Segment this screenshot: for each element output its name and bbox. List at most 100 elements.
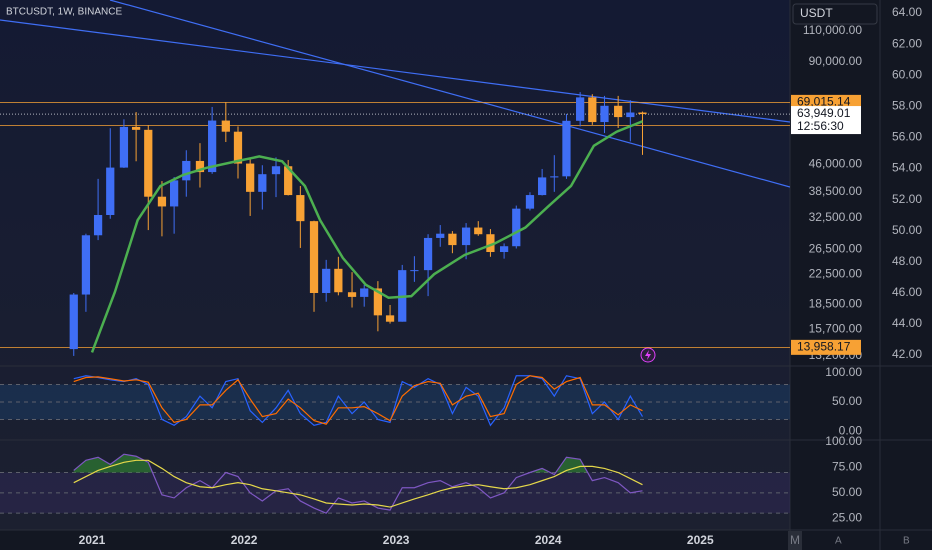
candle-body	[423, 237, 433, 271]
y2-tick-label: 56.00	[892, 130, 922, 144]
candle-body	[309, 221, 319, 293]
x-tick-label: 2024	[535, 533, 562, 547]
time-cut-box	[788, 531, 802, 550]
x-tick-label: 2023	[383, 533, 410, 547]
x-tick-label: 2022	[231, 533, 258, 547]
y-tick-label: 75.00	[832, 460, 862, 474]
candle-body	[106, 167, 115, 216]
axis-background	[790, 0, 932, 550]
y2-tick-label: 48.00	[892, 254, 922, 268]
candle-body	[626, 112, 635, 118]
indicator-line	[73, 459, 643, 508]
candle-body	[373, 288, 383, 316]
candle-body	[474, 227, 483, 235]
candle-body	[170, 180, 179, 207]
candle-body	[258, 174, 267, 192]
candle-body	[461, 227, 471, 246]
last-price-label: 63,949.01	[797, 106, 851, 120]
candle-body	[93, 215, 103, 236]
y2-tick-label: 62.00	[892, 36, 922, 50]
y-tick-label: 38,500.00	[809, 184, 863, 198]
candle-body	[525, 195, 535, 209]
event-icon-bolt	[645, 350, 651, 360]
candle-body	[271, 166, 281, 175]
candle-body	[233, 131, 243, 164]
candle-body	[385, 315, 395, 322]
candle-body	[600, 105, 609, 123]
y-tick-label: 110,000.00	[803, 23, 862, 37]
y-tick-label: 15,700.00	[809, 321, 863, 335]
candle-body	[347, 292, 357, 297]
overbought-area	[73, 454, 643, 473]
candle-body	[499, 246, 509, 253]
candle-body	[284, 166, 293, 196]
countdown-label: 12:56:30	[797, 119, 844, 133]
y2-tick-label: 64.00	[892, 5, 922, 19]
y-tick-label: 32,500.00	[809, 210, 863, 224]
candle-body	[69, 294, 78, 350]
y-tick-label: 46,000.00	[809, 157, 863, 171]
scale-mode[interactable]: A	[835, 536, 842, 547]
candle-body	[182, 160, 191, 181]
currency: USDT	[800, 6, 833, 20]
y2-tick-label: 58.00	[892, 99, 922, 113]
x-tick-label: 2021	[79, 533, 106, 547]
pane	[0, 92, 790, 356]
currency-box[interactable]	[792, 3, 878, 25]
candle-body	[246, 163, 255, 192]
time-cut-label: M	[790, 533, 800, 547]
candle-body	[296, 195, 305, 222]
price-tag	[791, 339, 861, 355]
y2-tick-label: 46.00	[892, 285, 922, 299]
candle-body	[410, 270, 419, 272]
price-tag-label: 13,958.17	[797, 340, 851, 354]
y-tick-label: 50.00	[832, 394, 862, 408]
trend-line	[109, 0, 790, 188]
candle-body	[588, 97, 597, 123]
y2-tick-label: 52.00	[892, 192, 922, 206]
y-tick-label: 50.00	[832, 485, 862, 499]
y-tick-label: 100.00	[825, 434, 862, 448]
candle-body	[221, 120, 230, 132]
indicator-line	[73, 453, 643, 514]
y-tick-label: 25.00	[832, 510, 862, 524]
candle-body	[157, 196, 167, 207]
plot-background	[0, 0, 790, 530]
candle-body	[131, 126, 141, 130]
candle-body	[81, 235, 91, 295]
scale-mode[interactable]: B	[903, 536, 910, 547]
candle-body	[195, 160, 205, 173]
y-tick-label: 0.00	[839, 423, 863, 437]
candle-body	[614, 105, 623, 118]
y-tick-label: 22,500.00	[809, 266, 863, 280]
y2-tick-label: 42.00	[892, 347, 922, 361]
candle-body	[538, 177, 547, 196]
y-tick-label: 18,500.00	[809, 296, 863, 310]
pane	[0, 375, 790, 427]
trend-line	[0, 19, 790, 123]
candle-body	[119, 126, 129, 168]
price-tag-label: 69,015.14	[797, 95, 851, 109]
candle-body	[576, 97, 585, 121]
last-price-tag	[791, 106, 861, 135]
candle-body	[512, 208, 521, 247]
symbol-title: BTCUSDT, 1W, BINANCE	[6, 7, 122, 18]
pane	[0, 453, 790, 514]
candle-body	[638, 112, 647, 115]
candle-body	[144, 129, 153, 197]
y-tick-label: 100.00	[825, 365, 862, 379]
candle-body	[448, 233, 457, 246]
indicator-line	[73, 375, 643, 425]
candle-body	[486, 234, 495, 253]
candle-body	[550, 176, 559, 178]
y2-tick-label: 60.00	[892, 67, 922, 81]
moving-average	[90, 120, 643, 353]
candle-body	[208, 120, 217, 173]
y-tick-label: 26,500.00	[809, 241, 863, 255]
y2-tick-label: 50.00	[892, 223, 922, 237]
candle-body	[562, 120, 571, 177]
y2-tick-label: 54.00	[892, 161, 922, 175]
y-tick-label: 90,000.00	[809, 54, 863, 68]
x-tick-label: 2025	[687, 533, 714, 547]
